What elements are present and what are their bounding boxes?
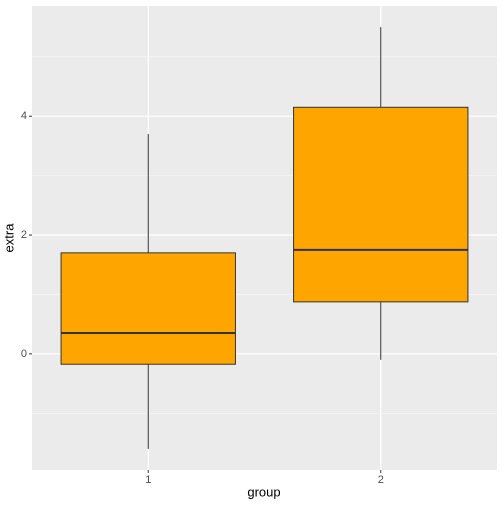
x-tick-label: 2 xyxy=(378,474,384,486)
y-tick-label: 0 xyxy=(21,348,27,360)
y-tick-label: 2 xyxy=(21,229,27,241)
x-axis-label: group xyxy=(247,484,280,499)
box xyxy=(293,106,469,303)
x-tick-label: 1 xyxy=(145,474,151,486)
y-tick-label: 4 xyxy=(21,110,27,122)
box xyxy=(60,252,236,365)
y-axis-label: extra xyxy=(1,223,16,253)
